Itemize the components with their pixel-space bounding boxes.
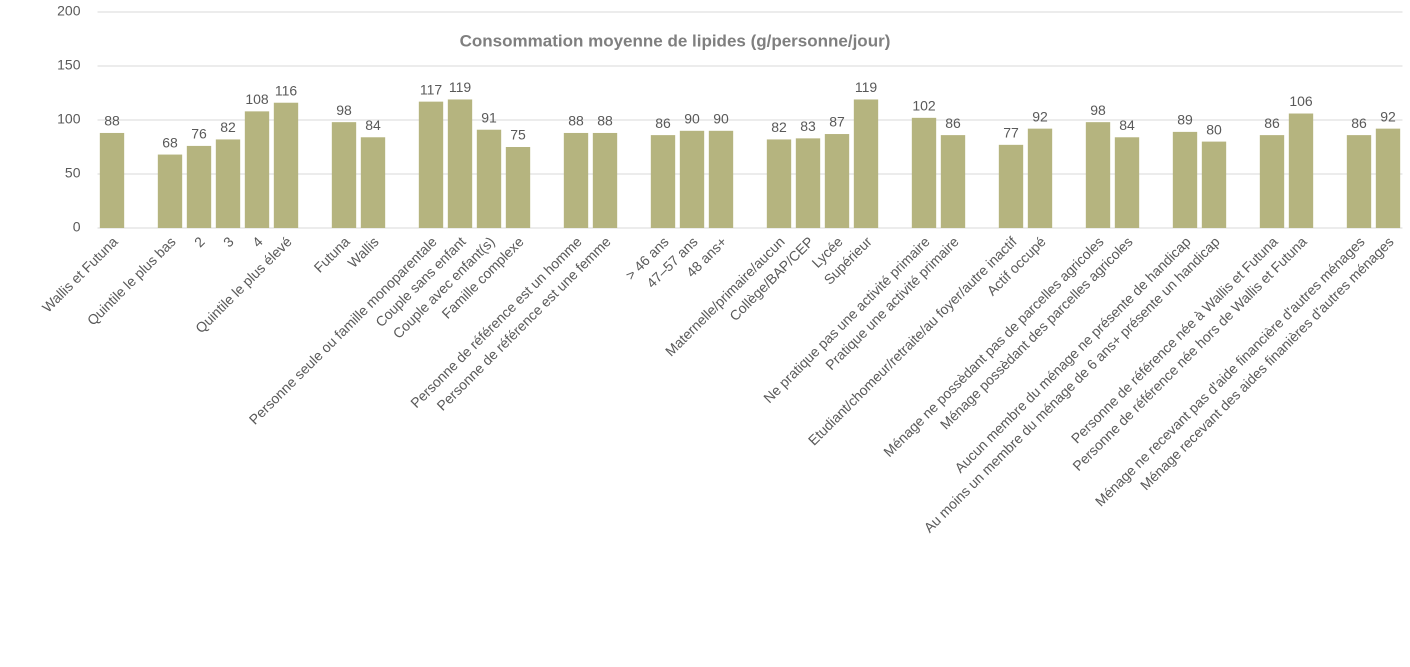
value-label: 98 xyxy=(1090,102,1106,118)
value-label: 119 xyxy=(449,79,472,95)
value-label: 88 xyxy=(597,113,613,129)
bar xyxy=(1172,131,1198,228)
value-label: 92 xyxy=(1380,108,1396,124)
value-label: 88 xyxy=(568,113,584,129)
bar xyxy=(1288,113,1314,228)
value-label: 90 xyxy=(713,111,729,127)
bar xyxy=(1085,122,1111,228)
bar xyxy=(476,129,502,228)
bar xyxy=(824,134,850,228)
value-label: 119 xyxy=(855,79,878,95)
x-tick-label: Quintile le plus élevé xyxy=(192,233,295,336)
bar xyxy=(1259,135,1285,228)
value-label: 86 xyxy=(945,115,961,131)
x-tick-label: Wallis xyxy=(344,233,381,270)
bar xyxy=(650,135,676,228)
value-label: 117 xyxy=(420,81,443,97)
bar xyxy=(679,130,705,228)
bar xyxy=(1375,128,1401,228)
value-label: 84 xyxy=(365,117,381,133)
y-tick-label: 0 xyxy=(73,219,81,235)
value-label: 102 xyxy=(912,98,936,114)
value-label: 106 xyxy=(1289,93,1313,109)
bar xyxy=(99,132,125,228)
value-label: 83 xyxy=(800,118,816,134)
value-label: 82 xyxy=(771,119,787,135)
bar xyxy=(186,145,212,228)
value-label: 76 xyxy=(191,126,207,142)
bar xyxy=(940,135,966,228)
bar xyxy=(1201,141,1227,228)
bar xyxy=(1027,128,1053,228)
x-tick-label: 3 xyxy=(220,233,237,250)
value-label: 108 xyxy=(245,91,269,107)
bar xyxy=(157,154,183,228)
value-label: 88 xyxy=(104,113,120,129)
value-label: 91 xyxy=(481,109,497,125)
value-label: 98 xyxy=(336,102,352,118)
x-tick-label: 4 xyxy=(249,233,266,250)
value-label: 84 xyxy=(1119,117,1135,133)
bar xyxy=(592,132,618,228)
value-label: 87 xyxy=(829,114,845,130)
value-label: 86 xyxy=(1351,115,1367,131)
bar xyxy=(360,137,386,228)
bar xyxy=(1346,135,1372,228)
value-label: 92 xyxy=(1032,108,1048,124)
y-tick-label: 50 xyxy=(65,165,81,181)
y-tick-label: 200 xyxy=(57,3,81,19)
value-label: 77 xyxy=(1003,125,1019,141)
value-label: 90 xyxy=(684,111,700,127)
value-label: 80 xyxy=(1206,121,1222,137)
bar xyxy=(1114,137,1140,228)
bar xyxy=(244,111,270,228)
bar xyxy=(911,117,937,228)
bar xyxy=(766,139,792,228)
bar xyxy=(853,99,879,228)
x-tick-label: 2 xyxy=(191,233,208,250)
chart-title: Consommation moyenne de lipides (g/perso… xyxy=(460,31,891,50)
value-label: 82 xyxy=(220,119,236,135)
bar xyxy=(447,99,473,228)
bar xyxy=(563,132,589,228)
bar xyxy=(795,138,821,228)
bar xyxy=(708,130,734,228)
x-tick-label: Futuna xyxy=(311,233,353,275)
bar xyxy=(215,139,241,228)
bar xyxy=(998,144,1024,228)
bar xyxy=(505,147,531,228)
bar xyxy=(418,101,444,228)
value-label: 86 xyxy=(655,115,671,131)
value-label: 116 xyxy=(275,82,298,98)
bar xyxy=(273,102,299,228)
y-tick-label: 150 xyxy=(57,57,81,73)
value-label: 86 xyxy=(1264,115,1280,131)
bar xyxy=(331,122,357,228)
y-tick-label: 100 xyxy=(57,111,81,127)
value-label: 89 xyxy=(1177,112,1193,128)
value-label: 68 xyxy=(162,134,178,150)
value-label: 75 xyxy=(510,127,526,143)
